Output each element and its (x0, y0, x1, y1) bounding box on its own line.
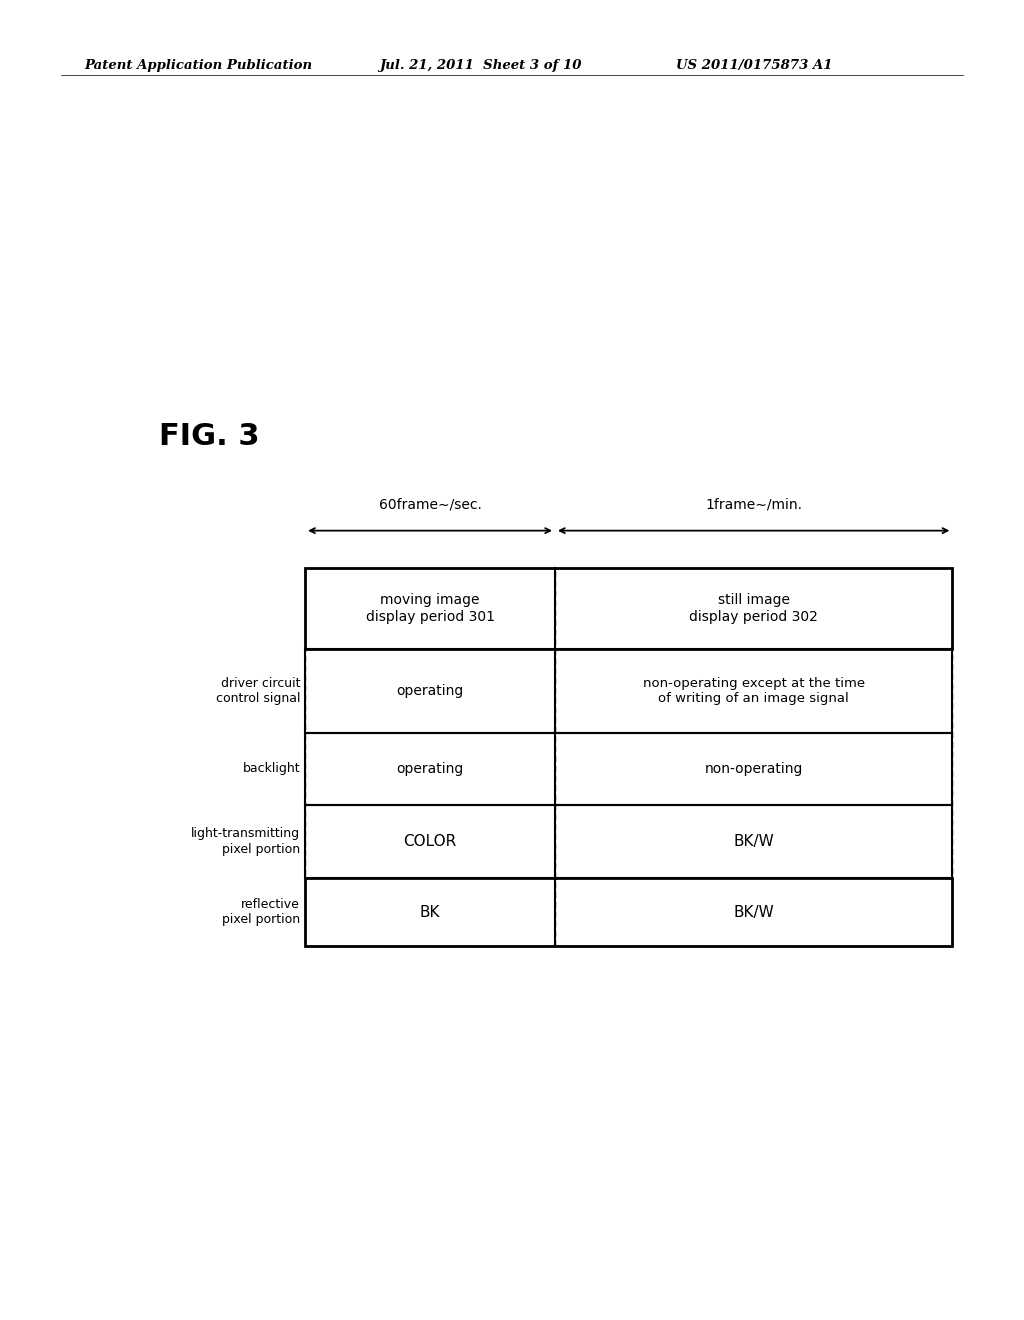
Text: COLOR: COLOR (403, 834, 457, 849)
Text: BK/W: BK/W (733, 904, 774, 920)
Text: 60frame∼/sec.: 60frame∼/sec. (379, 498, 481, 511)
Text: US 2011/0175873 A1: US 2011/0175873 A1 (676, 59, 833, 73)
Text: light-transmitting
pixel portion: light-transmitting pixel portion (190, 828, 300, 855)
Text: non-operating: non-operating (705, 762, 803, 776)
Text: non-operating except at the time
of writing of an image signal: non-operating except at the time of writ… (643, 677, 864, 705)
Text: BK/W: BK/W (733, 834, 774, 849)
Text: moving image
display period 301: moving image display period 301 (366, 594, 495, 623)
Text: backlight: backlight (243, 763, 300, 775)
Text: 1frame∼/min.: 1frame∼/min. (706, 498, 802, 511)
Text: driver circuit
control signal: driver circuit control signal (215, 677, 300, 705)
Text: FIG. 3: FIG. 3 (159, 422, 259, 451)
Text: Patent Application Publication: Patent Application Publication (84, 59, 312, 73)
Text: still image
display period 302: still image display period 302 (689, 594, 818, 623)
Text: operating: operating (396, 762, 464, 776)
Text: reflective
pixel portion: reflective pixel portion (222, 898, 300, 927)
Text: Jul. 21, 2011  Sheet 3 of 10: Jul. 21, 2011 Sheet 3 of 10 (379, 59, 582, 73)
Text: BK: BK (420, 904, 440, 920)
Text: operating: operating (396, 684, 464, 698)
